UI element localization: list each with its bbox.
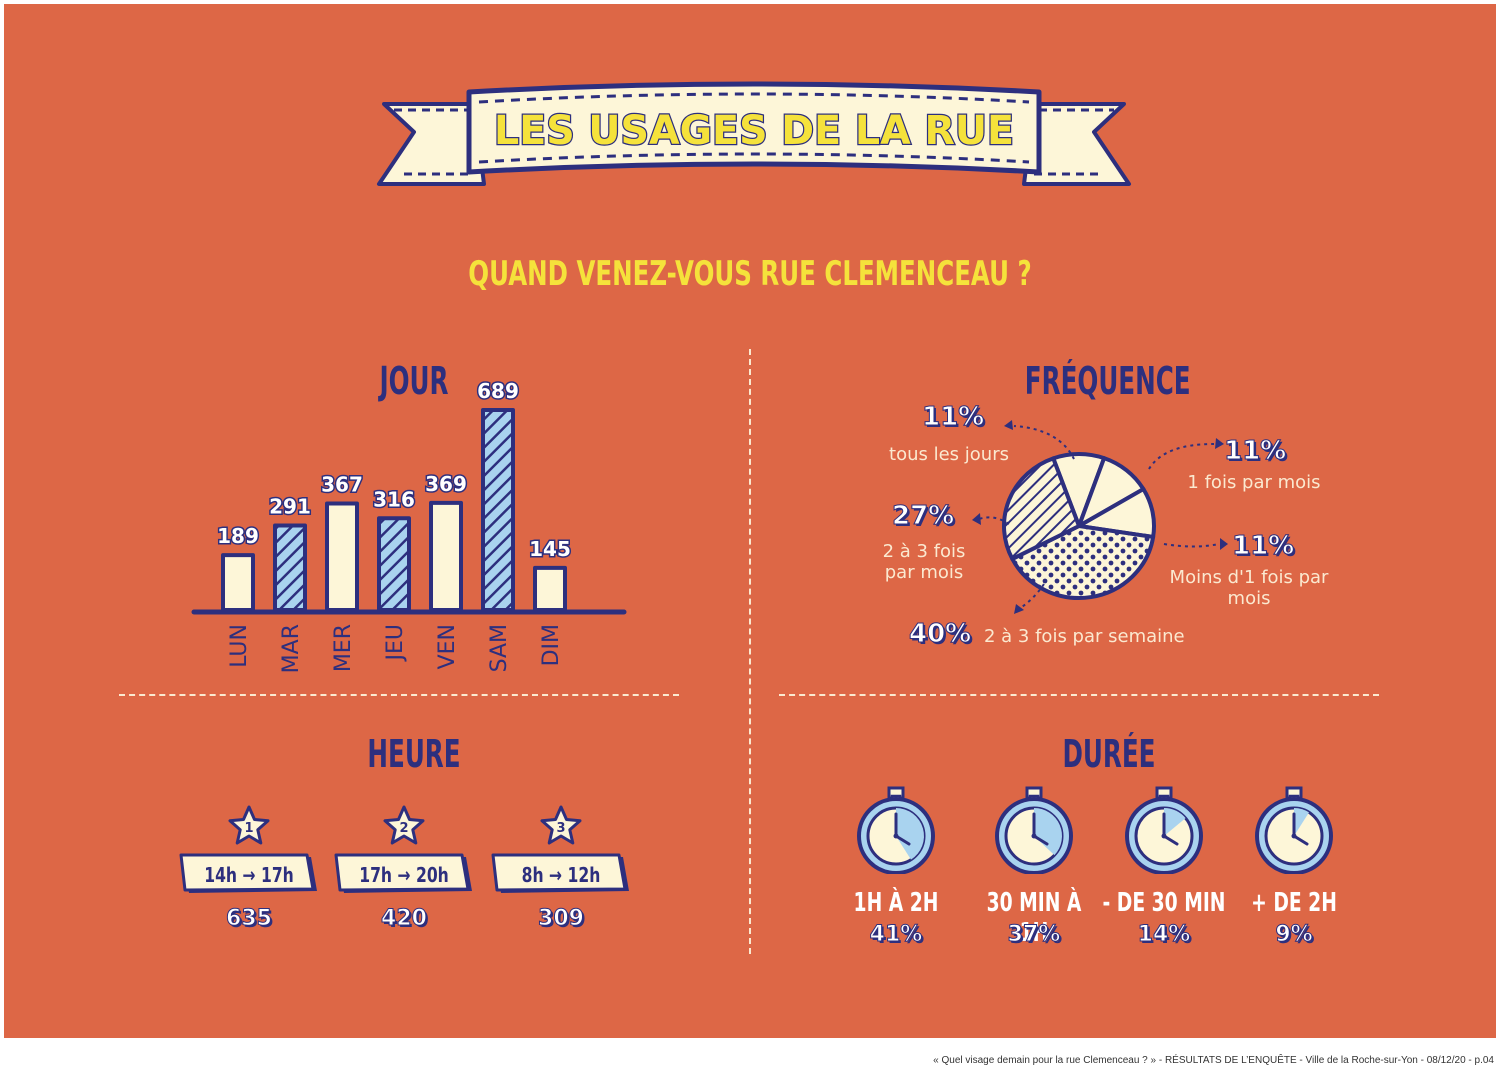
stopwatch-icon [1125, 786, 1203, 874]
heure-count: 420 [381, 906, 428, 932]
duree-label: 30 MIN À 1H [986, 888, 1082, 948]
stopwatch-fill [1034, 808, 1062, 856]
duree-title: DURÉE [1062, 732, 1156, 776]
survey-question: QUAND VENEZ-VOUS RUE CLEMENCEAU ? [468, 254, 1032, 294]
pct-2-3-fois-semaine: 40% [908, 619, 972, 650]
pie-arrows [972, 420, 1228, 614]
rank-star-icon: 2 [383, 805, 425, 845]
heure-range-label: 14h → 17h [204, 863, 294, 887]
title-banner: LES USAGES DE LA RUE [377, 81, 1131, 186]
bar-value-sam: 689 [477, 379, 519, 403]
footer-credit: « Quel visage demain pour la rue Clemenc… [933, 1055, 1494, 1066]
bar-lun [221, 553, 255, 612]
category-label-dim: DIM [539, 624, 564, 666]
bar-mer [325, 501, 359, 612]
label-tous-les-jours: tous les jours [889, 444, 1009, 465]
label-2-3-fois-mois: 2 à 3 fois par mois [882, 541, 966, 583]
heure-count: 635 [226, 906, 273, 932]
jour-title: JOUR [379, 359, 449, 403]
stopwatch-icon [1255, 786, 1333, 874]
heure-count: 309 [538, 906, 585, 932]
duree-label: + DE 2H [1251, 888, 1337, 918]
heure-title: HEURE [367, 732, 461, 776]
rank-star-icon: 1 [228, 805, 270, 845]
bar-mar [273, 523, 307, 612]
label-1-fois-par-mois: 1 fois par mois [1187, 472, 1321, 493]
horizontal-divider-right [779, 694, 1379, 696]
pct-2-3-fois-mois: 27% [891, 501, 955, 532]
duree-pct: 41% [869, 922, 923, 948]
bar-dim [533, 565, 567, 613]
pie-slice-5 [1002, 456, 1081, 561]
duree-pct: 9% [1275, 922, 1313, 948]
category-label-sam: SAM [487, 624, 512, 672]
bar-value-dim: 145 [529, 537, 571, 561]
duree-pct: 14% [1137, 922, 1191, 948]
pct-tous-les-jours: 11% [921, 402, 985, 433]
stopwatch-icon [995, 786, 1073, 874]
pie-slice-4 [1010, 524, 1156, 600]
bar-value-lun: 189 [217, 524, 259, 548]
rank-number: 3 [556, 821, 565, 836]
bar-value-jeu: 316 [373, 487, 415, 511]
bar-sam [481, 408, 515, 612]
jour-bar-chart: 189 LUN 291 MAR 367 MER 316 JEU 369 VEN 689 SAM 145 D… [191, 378, 627, 673]
bar-value-ven: 369 [425, 472, 467, 496]
stopwatch-fill [896, 808, 924, 860]
frequence-title: FRÉQUENCE [1024, 359, 1191, 403]
label-2-3-fois-semaine: 2 à 3 fois par semaine [984, 626, 1185, 647]
category-label-lun: LUN [227, 624, 252, 668]
heure-range-label: 8h → 12h [521, 863, 601, 887]
category-label-mar: MAR [279, 624, 304, 673]
heure-range-box: 17h → 20h [334, 853, 472, 894]
pct-1-fois-par-mois: 11% [1223, 436, 1287, 467]
duree-label: 1H À 2H [853, 888, 939, 918]
label-moins-1-fois: Moins d'1 fois par mois [1169, 567, 1329, 609]
category-label-ven: VEN [435, 624, 460, 669]
poster: LES USAGES DE LA RUE QUAND VENEZ-VOUS RU… [4, 4, 1496, 1038]
heure-range-box: 14h → 17h [179, 853, 317, 894]
rank-star-icon: 3 [540, 805, 582, 845]
heure-range-label: 17h → 20h [359, 863, 449, 887]
category-label-mer: MER [331, 624, 356, 672]
rank-number: 2 [399, 821, 408, 836]
vertical-divider [749, 349, 751, 954]
rank-number: 1 [244, 821, 253, 836]
pct-moins-1-fois: 11% [1231, 531, 1295, 562]
bar-jeu [377, 516, 411, 612]
stopwatch-fill [1164, 808, 1186, 836]
heure-range-box: 8h → 12h [491, 853, 629, 894]
banner-title: LES USAGES DE LA RUE [494, 108, 1014, 154]
bar-value-mar: 291 [269, 495, 311, 519]
bar-ven [429, 500, 463, 612]
duree-label: - DE 30 MIN [1102, 888, 1226, 918]
horizontal-divider-left [119, 694, 679, 696]
duree-pct: 37% [1007, 922, 1061, 948]
category-label-jeu: JEU [383, 624, 408, 663]
stopwatch-fill [1294, 808, 1310, 836]
stopwatch-icon [857, 786, 935, 874]
bar-value-mer: 367 [321, 472, 363, 496]
frequence-pie-chart [1002, 452, 1156, 600]
